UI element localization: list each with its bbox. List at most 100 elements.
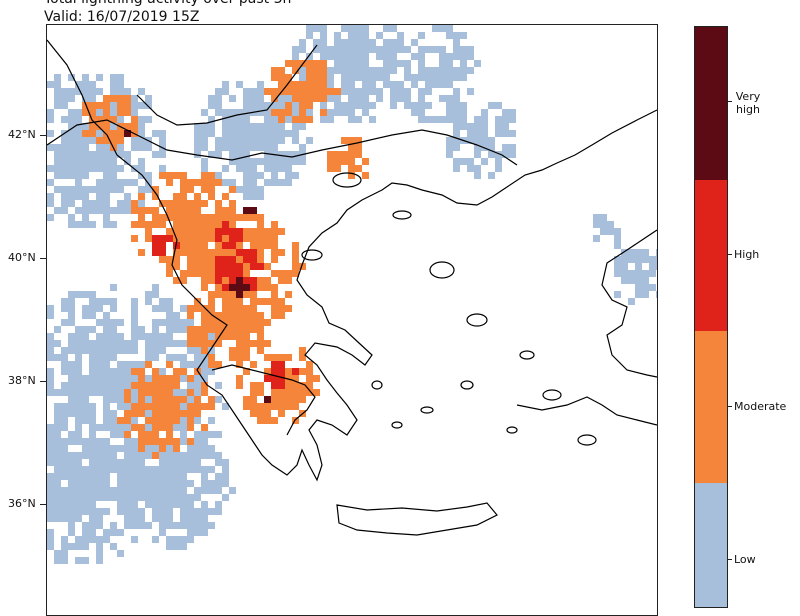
cell-moderate: [208, 291, 215, 298]
cell-low: [215, 88, 222, 95]
cell-low: [390, 46, 397, 53]
cell-moderate: [229, 305, 236, 312]
cell-low: [194, 382, 201, 389]
cell-low: [68, 165, 75, 172]
cell-low: [285, 116, 292, 123]
cell-low: [82, 158, 89, 165]
island: [542, 389, 562, 401]
cell-low: [460, 60, 467, 67]
cell-moderate: [334, 151, 341, 158]
cell-moderate: [208, 193, 215, 200]
cell-moderate: [194, 256, 201, 263]
cell-moderate: [299, 396, 306, 403]
cell-moderate: [124, 102, 131, 109]
cell-low: [243, 88, 250, 95]
cell-moderate: [138, 368, 145, 375]
cell-low: [110, 452, 117, 459]
cell-moderate: [194, 193, 201, 200]
cell-low: [173, 340, 180, 347]
cell-high: [215, 277, 222, 284]
cell-low: [103, 319, 110, 326]
cell-low: [355, 53, 362, 60]
cell-low: [131, 179, 138, 186]
cell-moderate: [159, 172, 166, 179]
cell-moderate: [208, 403, 215, 410]
cell-low: [68, 340, 75, 347]
cell-low: [68, 144, 75, 151]
cell-moderate: [138, 389, 145, 396]
cell-low: [89, 326, 96, 333]
cell-low: [348, 46, 355, 53]
mainland-coastline: [47, 39, 657, 482]
cell-low: [299, 74, 306, 81]
cell-low: [110, 319, 117, 326]
cell-moderate: [152, 396, 159, 403]
cell-high: [152, 242, 159, 249]
cell-low: [145, 116, 152, 123]
cell-moderate: [145, 389, 152, 396]
cell-low: [103, 452, 110, 459]
cell-moderate: [208, 172, 215, 179]
cell-moderate: [194, 333, 201, 340]
cell-low: [593, 221, 600, 228]
cell-low: [82, 452, 89, 459]
cell-low: [103, 438, 110, 445]
cell-low: [159, 319, 166, 326]
cell-low: [446, 60, 453, 67]
cell-low: [187, 508, 194, 515]
cell-low: [61, 536, 68, 543]
cell-low: [61, 424, 68, 431]
cell-low: [110, 326, 117, 333]
cell-moderate: [131, 221, 138, 228]
cell-low: [82, 557, 89, 564]
cell-low: [138, 186, 145, 193]
north-boundary: [47, 119, 518, 166]
cell-low: [446, 102, 453, 109]
cell-moderate: [180, 396, 187, 403]
cell-moderate: [194, 228, 201, 235]
cell-high: [222, 221, 229, 228]
cell-low: [68, 158, 75, 165]
cell-moderate: [152, 389, 159, 396]
cell-low: [474, 172, 481, 179]
cell-low: [89, 424, 96, 431]
cell-low: [75, 172, 82, 179]
cell-low: [124, 438, 131, 445]
cell-moderate: [187, 375, 194, 382]
cell-low: [103, 200, 110, 207]
cell-moderate: [313, 67, 320, 74]
lat-label-38: 38°N: [8, 374, 36, 387]
cell-low: [292, 109, 299, 116]
cell-low: [75, 186, 82, 193]
cell-low: [467, 67, 474, 74]
cell-low: [180, 340, 187, 347]
cell-low: [488, 172, 495, 179]
cell-moderate: [201, 382, 208, 389]
cell-high: [278, 382, 285, 389]
cell-moderate: [159, 382, 166, 389]
cell-moderate: [222, 326, 229, 333]
cell-moderate: [187, 214, 194, 221]
cell-low: [215, 144, 222, 151]
cell-moderate: [243, 305, 250, 312]
cell-low: [292, 102, 299, 109]
cell-moderate: [229, 291, 236, 298]
cell-low: [124, 361, 131, 368]
cell-low: [159, 494, 166, 501]
cell-moderate: [173, 382, 180, 389]
cell-low: [208, 102, 215, 109]
cell-low: [446, 116, 453, 123]
cell-low: [355, 25, 362, 32]
cell-low: [607, 228, 614, 235]
cell-low: [124, 487, 131, 494]
cell-low: [166, 508, 173, 515]
cell-low: [201, 144, 208, 151]
cell-moderate: [215, 221, 222, 228]
cell-moderate: [110, 95, 117, 102]
cell-low: [145, 144, 152, 151]
cell-low: [194, 123, 201, 130]
cell-moderate: [243, 319, 250, 326]
cell-low: [89, 522, 96, 529]
cell-high: [229, 242, 236, 249]
cell-low: [47, 424, 54, 431]
